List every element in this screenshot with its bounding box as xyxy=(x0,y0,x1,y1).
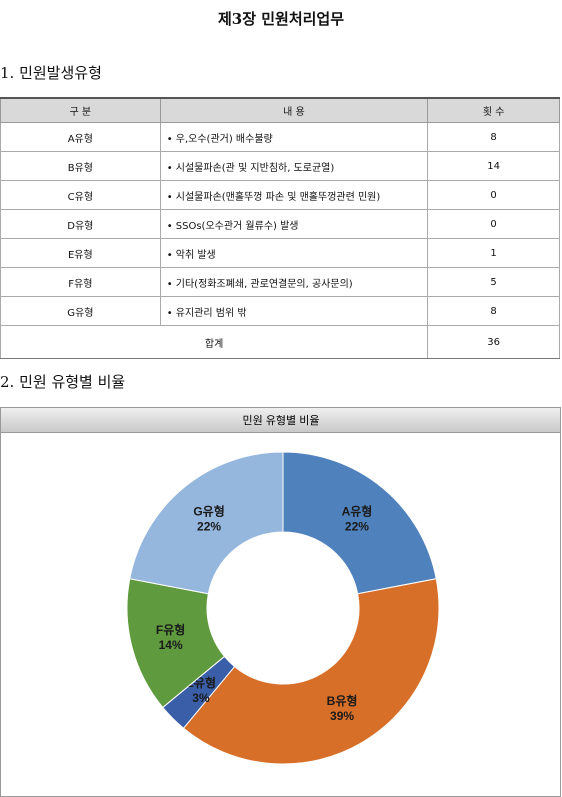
table-cell: 8 xyxy=(427,296,560,326)
donut-slice xyxy=(129,451,284,595)
table-cell: • SSOs(오수관거 월류수) 발생 xyxy=(159,209,429,239)
table-row: A유형 • 우,오수(관거) 배수불량 8 xyxy=(0,122,560,152)
slice-value-label: 39% xyxy=(330,709,354,723)
table-cell: • 시설물파손(관 및 지반침하, 도로균열) xyxy=(159,151,429,181)
table-cell: B유형 xyxy=(0,151,161,181)
complaint-table: 구 분 내 용 횟 수 A유형 • 우,오수(관거) 배수불량 8 B유형 • 시설물파… xyxy=(0,97,560,359)
table-cell: G유형 xyxy=(0,296,161,326)
doc-title: 제3장 민원처리업무 xyxy=(217,10,345,28)
header-cell: 횟 수 xyxy=(427,97,560,123)
table-cell: E유형 xyxy=(0,238,161,268)
slice-value-label: 22% xyxy=(197,520,221,534)
section-heading: 2. 민원 유형별 비율 xyxy=(0,373,126,391)
donut-slice xyxy=(182,578,440,765)
table-cell: 0 xyxy=(427,209,560,239)
table-cell: • 기타(정화조폐쇄, 관로연결문의, 공사문의) xyxy=(159,267,429,297)
table-cell: C유형 xyxy=(0,180,161,210)
slice-value-label: 14% xyxy=(159,638,183,652)
table-cell: • 우,오수(관거) 배수불량 xyxy=(159,122,429,152)
slice-label: B유형 xyxy=(327,693,358,708)
table-cell: • 악취 발생 xyxy=(159,238,429,268)
slice-value-label: 22% xyxy=(345,520,369,534)
table-cell: 5 xyxy=(427,267,560,297)
slice-value-label: 3% xyxy=(192,691,210,705)
table-row: E유형 • 악취 발생 1 xyxy=(0,238,560,268)
table-cell: 8 xyxy=(427,122,560,152)
chart-title-bar xyxy=(0,407,561,433)
table-cell: 0 xyxy=(427,180,560,210)
table-row: B유형 • 시설물파손(관 및 지반침하, 도로균열) 14 xyxy=(0,151,560,181)
table-cell: • 유지관리 범위 밖 xyxy=(159,296,429,326)
table-row: D유형 • SSOs(오수관거 월류수) 발생 0 xyxy=(0,209,560,239)
chart-title: 민원 유형별 비율 xyxy=(243,414,320,427)
table-cell: F유형 xyxy=(0,267,161,297)
table-cell: • 시설물파손(맨홀뚜껑 파손 및 맨홀뚜껑관련 민원) xyxy=(159,180,429,210)
slice-label: G유형 xyxy=(193,504,224,519)
table-cell: 합계 xyxy=(0,325,429,359)
table-row: C유형 • 시설물파손(맨홀뚜껑 파손 및 맨홀뚜껑관련 민원) 0 xyxy=(0,180,560,210)
table-cell: 1 xyxy=(427,238,560,268)
slice-label: A유형 xyxy=(342,504,373,519)
table-cell: A유형 xyxy=(0,122,161,152)
table-cell: D유형 xyxy=(0,209,161,239)
table-cell: 36 xyxy=(427,325,560,359)
section-heading: 1. 민원발생유형 xyxy=(0,64,102,82)
table-row: F유형 • 기타(정화조폐쇄, 관로연결문의, 공사문의) 5 xyxy=(0,267,560,297)
header-cell: 구 분 xyxy=(0,97,161,123)
total-row: 합계 36 xyxy=(0,325,560,359)
table-cell: 14 xyxy=(427,151,560,181)
donut-slice xyxy=(282,451,437,595)
header-cell: 내 용 xyxy=(159,97,429,123)
slice-label: F유형 xyxy=(156,622,185,637)
